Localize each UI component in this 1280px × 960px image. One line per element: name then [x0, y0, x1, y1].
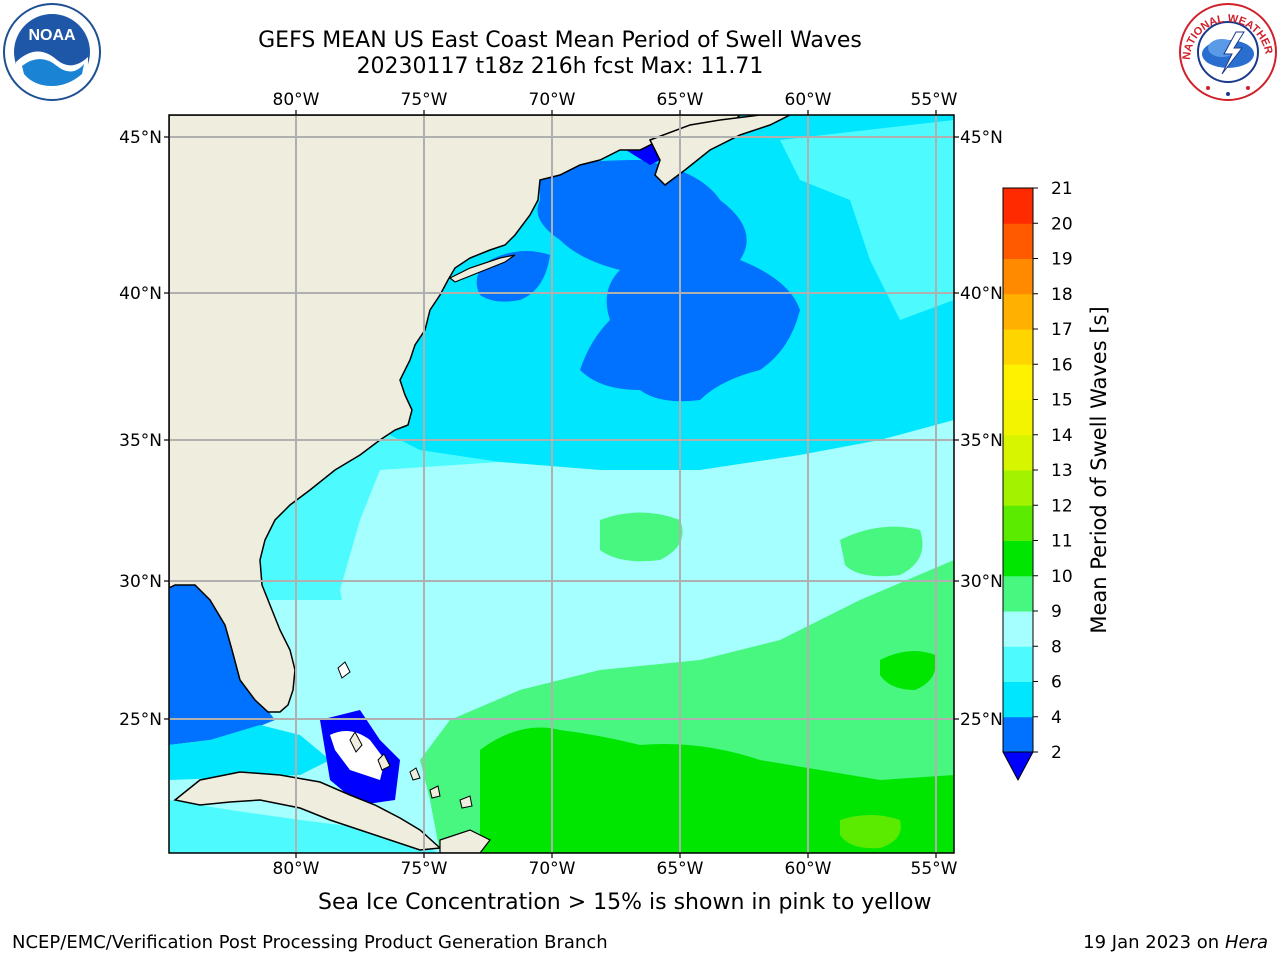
lon-label: 55°W	[911, 90, 958, 110]
colorbar-swatch	[1003, 293, 1033, 330]
colorbar-under-arrow	[1002, 751, 1034, 782]
map-frame	[168, 114, 955, 854]
lon-label: 55°W	[911, 859, 958, 879]
lat-label: 30°N	[119, 572, 162, 592]
colorbar-tick-label: 14	[1051, 426, 1073, 446]
period-band-9-10-patch	[600, 512, 683, 562]
colorbar-swatch	[1003, 540, 1033, 577]
colorbar-swatch	[1003, 646, 1033, 682]
map-subtitle: 20230117 t18z 216h fcst Max: 11.71	[356, 54, 764, 79]
footer-host: Hera	[1224, 932, 1268, 953]
lon-label: 65°W	[657, 859, 704, 879]
period-band-2-4-gulf	[169, 580, 275, 745]
period-band-4-6-straits	[169, 725, 330, 780]
footer-date: 19 Jan 2023 on Hera	[1083, 932, 1268, 953]
lon-label: 65°W	[657, 90, 704, 110]
colorbar-tick-label: 16	[1051, 355, 1073, 375]
bahamas-island	[409, 767, 421, 781]
lat-label: 40°N	[119, 284, 162, 304]
colorbar-swatch	[1003, 223, 1033, 259]
period-band-2-4-offshore	[537, 160, 800, 402]
colorbar-swatch	[1003, 575, 1033, 612]
colorbar-tick-label: 18	[1051, 285, 1073, 305]
colorbar-label: Mean Period of Swell Waves [s]	[1087, 306, 1111, 633]
colorbar-tick-label: 6	[1051, 673, 1062, 693]
period-band-10-11	[480, 727, 954, 853]
map-area	[169, 115, 954, 853]
lon-label: 70°W	[529, 90, 576, 110]
lon-label: 60°W	[785, 859, 832, 879]
colorbar-swatch	[1003, 470, 1033, 506]
colorbar-swatch	[1003, 329, 1033, 365]
colorbar-swatch	[1003, 434, 1033, 471]
noaa-logo-text: NOAA	[28, 27, 76, 44]
colorbar-swatch	[1003, 399, 1033, 436]
lon-label: 70°W	[529, 859, 576, 879]
lat-label: 35°N	[119, 431, 162, 451]
colorbar-tick-label: 4	[1051, 708, 1062, 728]
bahamas-island	[459, 795, 473, 809]
bahamas-island	[349, 731, 363, 753]
colorbar: 2 4 6 8 9 10 11 12 13 14 15 16 17 18 19 20 21	[1002, 179, 1073, 782]
colorbar-tick-label: 21	[1051, 179, 1073, 199]
period-band-10-11-patch	[880, 651, 936, 690]
lat-label: 25°N	[960, 710, 1003, 730]
lat-label: 45°N	[960, 128, 1003, 148]
nova-scotia-landmass	[648, 115, 791, 186]
lat-labels-left: 45°N 40°N 35°N 30°N 25°N	[119, 128, 162, 730]
bahamas-island	[429, 785, 441, 799]
lat-label: 30°N	[960, 572, 1003, 592]
colorbar-swatch	[1003, 681, 1033, 718]
period-band-9-10-patch-east	[840, 526, 923, 577]
lat-label: 35°N	[960, 431, 1003, 451]
colorbar-tick-label: 15	[1051, 391, 1073, 411]
map-title: GEFS MEAN US East Coast Mean Period of S…	[258, 28, 862, 53]
colorbar-swatch	[1003, 716, 1033, 753]
colorbar-tick-label: 9	[1051, 602, 1062, 622]
footer-date-text: 19 Jan 2023 on	[1083, 932, 1225, 953]
lon-label: 60°W	[785, 90, 832, 110]
footer-credit: NCEP/EMC/Verification Post Processing Pr…	[12, 932, 608, 953]
lon-labels-bottom: 80°W 75°W 70°W 65°W 60°W 55°W	[273, 859, 958, 879]
bahamas-island	[377, 753, 391, 771]
colorbar-swatch	[1003, 188, 1033, 224]
lat-label: 25°N	[119, 710, 162, 730]
colorbar-tick-label: 17	[1051, 320, 1073, 340]
lat-label: 40°N	[960, 284, 1003, 304]
lon-labels-top: 80°W 75°W 70°W 65°W 60°W 55°W	[273, 90, 958, 110]
nws-logo: NATIONAL WEATHER SERVICE	[1178, 2, 1277, 101]
colorbar-tick-label: 12	[1051, 496, 1073, 516]
colorbar-tick-label: 11	[1051, 532, 1073, 552]
colorbar-swatch	[1003, 364, 1033, 400]
lon-label: 80°W	[273, 90, 320, 110]
long-island	[448, 254, 516, 283]
colorbar-tick-label: 8	[1051, 637, 1062, 657]
colorbar-tick-label: 2	[1051, 743, 1062, 763]
period-band-6-8-ne	[780, 120, 954, 320]
lon-label: 75°W	[401, 859, 448, 879]
tick-marks	[164, 110, 959, 858]
colorbar-tick-label: 10	[1051, 567, 1073, 587]
bahamas-island	[337, 661, 351, 679]
lon-label: 75°W	[401, 90, 448, 110]
colorbar-swatch	[1003, 505, 1033, 541]
gridlines	[169, 115, 954, 853]
masked-bahamas-banks	[330, 731, 385, 780]
north-america-landmass	[169, 115, 742, 713]
hispaniola-landmass	[439, 829, 491, 853]
lon-label: 80°W	[273, 859, 320, 879]
lat-label: 45°N	[119, 128, 162, 148]
colorbar-tick-label: 19	[1051, 250, 1073, 270]
noaa-logo: NOAA	[3, 3, 101, 101]
sea-ice-note: Sea Ice Concentration > 15% is shown in …	[318, 890, 932, 915]
colorbar-swatch	[1003, 611, 1033, 647]
colorbar-swatch	[1003, 258, 1033, 295]
period-band-11-12	[840, 815, 901, 849]
colorbar-tick-label: 20	[1051, 214, 1073, 234]
period-band-6-8-caribbean	[169, 800, 440, 853]
colorbar-tick-label: 13	[1051, 461, 1073, 481]
lat-labels-right: 45°N 40°N 35°N 30°N 25°N	[960, 128, 1003, 730]
